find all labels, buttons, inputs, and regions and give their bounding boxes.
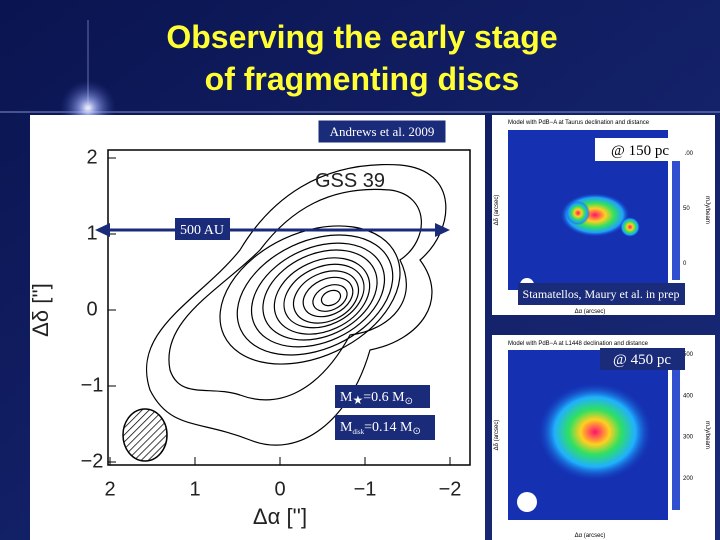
y-tick-label: −1 [81,374,104,396]
text: =0.14 M [364,420,413,435]
colorbar-label: mJy/beam [704,421,710,449]
symbol: M [340,390,353,405]
label-box [335,415,435,440]
colorbar-tick-label: 100 [683,151,694,157]
title-line: of fragmenting discs [205,61,520,97]
colorbar-tick-label: 300 [683,435,694,441]
arrow-head [435,223,450,237]
beam [517,492,537,512]
x-tick-label: 0 [274,478,285,500]
label-box [518,283,685,305]
contours [145,163,447,446]
colorbar-tick-label: 50 [683,206,690,212]
y-tick-label: 2 [86,146,97,168]
title-line: Observing the early stage [166,19,557,55]
credit: Stamatellos, Maury et al. in prep [523,287,680,301]
contour-panel [30,115,485,540]
colorbar-tick-label: 500 [683,352,694,358]
sim-blob [620,217,640,237]
y-tick-label: 1 [86,222,97,244]
caption: Model with PdB−A at L1448 declination an… [508,341,649,347]
text: =0.6 M [363,390,405,405]
plot-frame [107,149,471,466]
distance: @ 150 pc [611,143,669,159]
sun: ⊙ [412,426,420,437]
label-box [595,138,685,161]
distance: @ 450 pc [613,352,671,368]
colorbar-tick-label: 400 [683,393,694,399]
colorbar [672,140,680,280]
x-label: Δα (arcsec) [575,309,606,315]
x-tick-label: 2 [104,478,115,500]
subscript: ★ [352,393,363,407]
disk-mass: Mdisk=0.14 M⊙ [340,420,421,437]
x-tick-label: −1 [354,478,377,500]
y-tick-label: −2 [81,450,104,472]
y-tick-label: 0 [86,298,97,320]
source-label: GSS 39 [315,170,385,192]
sun: ⊙ [405,396,413,407]
label-box [317,119,447,144]
colorbar-tick-label: 0 [683,261,687,267]
x-tick-label: −2 [439,478,462,500]
x-label: Δα (arcsec) [575,533,606,539]
sim-blob [537,382,653,482]
label-box [175,218,230,240]
colorbar-tick-label: 200 [683,476,694,482]
beam [122,408,168,462]
colorbar [672,360,680,510]
y-axis-label: Δδ [''] [28,283,53,337]
symbol: M [340,420,353,435]
caption: Model with PdB−A at Taurus declination a… [508,120,650,126]
x-tick-label: 1 [189,478,200,500]
label-box [600,348,685,370]
x-axis-label: Δα [''] [253,504,307,529]
reference: Andrews et al. 2009 [330,124,435,139]
y-label: Δδ (arcsec) [494,195,500,226]
colorbar-label: mJy/beam [704,196,710,224]
arrow-head [95,223,110,237]
y-label: Δδ (arcsec) [494,420,500,451]
star-mass: M★=0.6 M⊙ [340,390,413,407]
sim-blob [566,201,590,225]
label-box [335,385,430,408]
scale-label: 500 AU [180,223,224,238]
subscript: disk [352,428,364,436]
